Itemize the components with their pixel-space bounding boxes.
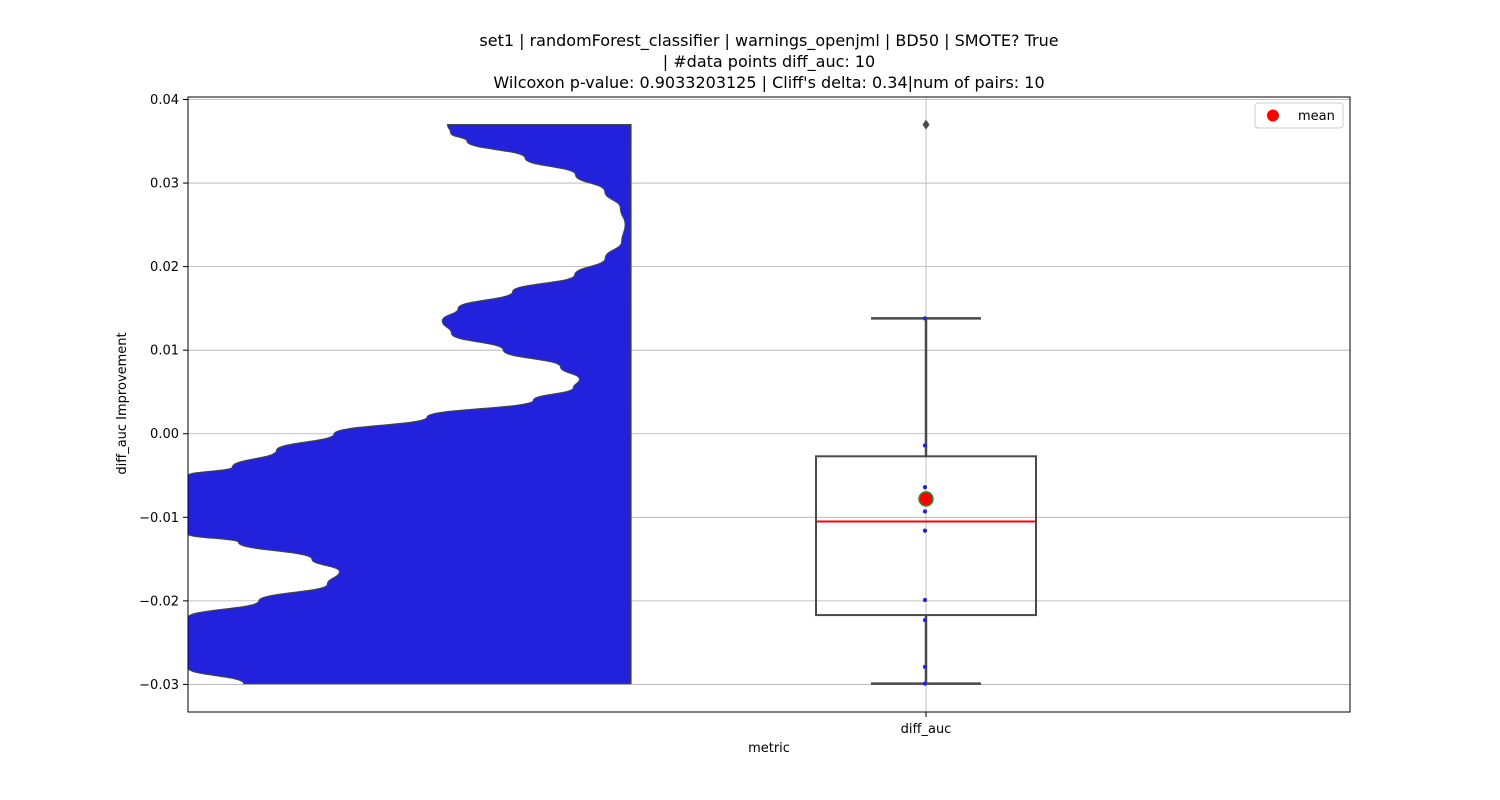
legend-box [1254, 102, 1344, 129]
legend: mean [1254, 102, 1344, 129]
title-line-1: set1 | randomForest_classifier | warning… [479, 31, 1058, 51]
title-line-2: | #data points diff_auc: 10 [663, 52, 875, 72]
data-point-1 [922, 443, 928, 448]
ytick-label-1: −0.02 [139, 594, 179, 609]
ytick-label-5: 0.02 [150, 260, 179, 275]
data-point-3 [922, 509, 928, 514]
data-point-5 [922, 597, 928, 603]
data-points [918, 316, 934, 686]
ytick-label-4: 0.01 [150, 344, 179, 359]
violin-group [188, 123, 632, 685]
xtick-label-0: diff_auc [901, 722, 952, 737]
ytick-label-6: 0.03 [150, 177, 179, 192]
plot-frame [187, 96, 1351, 713]
ytick-label-0: −0.03 [139, 678, 179, 693]
data-point-2 [922, 485, 928, 490]
axes: −0.03 −0.02 −0.01 0.00 0.01 0.02 0.03 0.04 diff_… [115, 93, 1351, 756]
box-iqr [815, 455, 1037, 617]
data-point-0 [922, 316, 928, 321]
legend-label-0: mean [1298, 109, 1335, 124]
ytick-label-7: 0.04 [150, 93, 179, 108]
title-line-3: Wilcoxon p-value: 0.9033203125 | Cliff's… [493, 73, 1044, 92]
data-point-4 [922, 528, 928, 533]
y-axis-label: diff_auc Improvement [115, 332, 130, 474]
violin-shape [188, 123, 632, 685]
data-point-7 [922, 664, 928, 670]
mean-marker [918, 491, 934, 507]
data-point-8 [922, 681, 928, 686]
ytick-label-3: 0.00 [150, 427, 179, 442]
data-point-6 [922, 617, 928, 623]
x-axis-label: metric [748, 741, 790, 756]
outlier-0 [922, 119, 930, 130]
legend-marker-0 [1267, 109, 1279, 122]
chart-title: set1 | randomForest_classifier | warning… [479, 31, 1058, 92]
ytick-label-2: −0.01 [139, 511, 179, 526]
